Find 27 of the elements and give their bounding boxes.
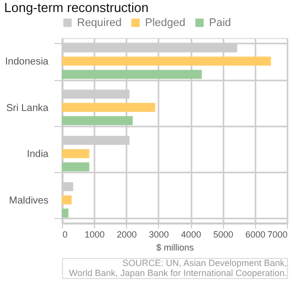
x-tick-label: 3000 — [148, 230, 169, 240]
bar — [62, 56, 271, 66]
legend-label: Pledged — [145, 16, 186, 29]
x-tick-label: 6000 — [245, 230, 266, 240]
bar — [62, 149, 90, 158]
y-tick-label: India — [26, 149, 49, 160]
x-tick-label: 1000 — [84, 230, 105, 240]
source-note: SOURCE: UN, Asian Development Bank, — [122, 258, 287, 268]
x-tick-label: 0 — [62, 230, 68, 240]
x-tick-label: 4000 — [181, 230, 202, 240]
x-tick-label: 5000 — [213, 230, 234, 240]
y-tick-label: Sri Lanka — [6, 102, 49, 114]
y-tick-label: Indonesia — [5, 56, 49, 68]
x-tick-label: 7000 — [267, 230, 288, 240]
bar — [62, 162, 90, 172]
bar — [62, 116, 133, 126]
bar — [62, 208, 68, 218]
legend-label: Paid — [209, 16, 232, 29]
chart-title: Long-term reconstruction — [4, 0, 149, 15]
text: World Bank, Japan Bank for International Cooperation. — [69, 268, 287, 278]
y-tick-label: Maldives — [9, 195, 48, 206]
bar — [62, 195, 72, 204]
x-axis-title: $ millions — [156, 242, 194, 252]
bar — [62, 70, 202, 79]
bar — [62, 102, 156, 112]
x-tick-label: 2000 — [116, 230, 137, 240]
legend-label: Required — [77, 16, 122, 29]
